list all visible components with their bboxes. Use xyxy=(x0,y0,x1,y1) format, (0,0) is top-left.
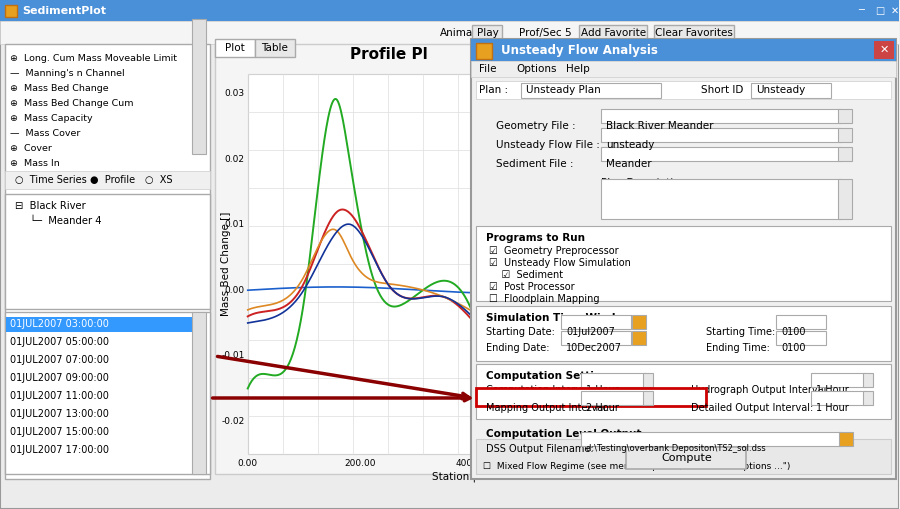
Text: Programs to Run: Programs to Run xyxy=(487,233,586,243)
Text: File: File xyxy=(480,64,497,74)
Text: ✕: ✕ xyxy=(891,6,899,15)
Text: Animate: Animate xyxy=(439,27,483,38)
Text: Simulation Time Window: Simulation Time Window xyxy=(487,313,633,323)
Text: ⊕  Mass Capacity: ⊕ Mass Capacity xyxy=(10,114,93,123)
Text: Station |ft: Station |ft xyxy=(432,472,483,483)
Text: Clear Favorites: Clear Favorites xyxy=(655,27,733,38)
FancyBboxPatch shape xyxy=(476,226,891,301)
Text: Sediment File :: Sediment File : xyxy=(497,159,574,169)
Text: 01JUL2007 09:00:00: 01JUL2007 09:00:00 xyxy=(10,373,109,383)
Text: Computation Level Output: Computation Level Output xyxy=(487,429,642,439)
FancyBboxPatch shape xyxy=(863,373,873,387)
FancyBboxPatch shape xyxy=(5,171,210,189)
Text: Meander: Meander xyxy=(607,159,652,169)
Text: ⊟  Black River: ⊟ Black River xyxy=(15,201,86,211)
FancyBboxPatch shape xyxy=(0,21,899,44)
FancyBboxPatch shape xyxy=(215,44,680,474)
FancyBboxPatch shape xyxy=(581,432,842,446)
Text: 1 Hour: 1 Hour xyxy=(587,385,619,395)
FancyBboxPatch shape xyxy=(215,39,255,57)
FancyBboxPatch shape xyxy=(472,25,502,41)
Text: 01JUL2007 17:00:00: 01JUL2007 17:00:00 xyxy=(10,445,109,455)
Text: ⊕  Mass In: ⊕ Mass In xyxy=(10,159,59,168)
Text: ○  Time Series: ○ Time Series xyxy=(15,175,86,185)
Text: └─  Meander 4: └─ Meander 4 xyxy=(30,216,102,226)
Text: 01JUL2007 13:00:00: 01JUL2007 13:00:00 xyxy=(10,409,109,419)
Text: ☑  Geometry Preprocessor: ☑ Geometry Preprocessor xyxy=(490,246,619,256)
Text: Black River Meander: Black River Meander xyxy=(607,121,714,131)
FancyBboxPatch shape xyxy=(811,373,866,387)
FancyBboxPatch shape xyxy=(476,388,706,406)
Text: Unsteady: Unsteady xyxy=(756,85,806,95)
Text: unsteady: unsteady xyxy=(607,140,654,150)
Text: Ending Time:: Ending Time: xyxy=(706,343,770,353)
FancyBboxPatch shape xyxy=(6,317,194,332)
Text: 10Dec2007: 10Dec2007 xyxy=(566,343,623,353)
FancyBboxPatch shape xyxy=(633,315,646,329)
Text: ⊕  Long. Cum Mass Moveable Limit: ⊕ Long. Cum Mass Moveable Limit xyxy=(10,54,177,63)
FancyBboxPatch shape xyxy=(472,61,896,77)
FancyBboxPatch shape xyxy=(472,39,896,479)
FancyBboxPatch shape xyxy=(5,312,210,474)
Text: 400.00: 400.00 xyxy=(455,459,487,468)
FancyBboxPatch shape xyxy=(626,447,746,469)
Text: Starting Time:: Starting Time: xyxy=(706,327,776,337)
Text: -0.01: -0.01 xyxy=(221,351,245,360)
Text: 01JUL2007 07:00:00: 01JUL2007 07:00:00 xyxy=(10,355,109,365)
FancyBboxPatch shape xyxy=(838,128,852,142)
FancyBboxPatch shape xyxy=(476,364,891,419)
FancyBboxPatch shape xyxy=(644,391,653,405)
Text: ☐  Mixed Flow Regime (see menu: "Options/Mixed Flow Options ..."): ☐ Mixed Flow Regime (see menu: "Options/… xyxy=(483,462,791,471)
Text: 01JUL2007 03:00:00: 01JUL2007 03:00:00 xyxy=(10,319,109,329)
Text: Plan :: Plan : xyxy=(480,85,508,95)
FancyBboxPatch shape xyxy=(581,391,646,405)
FancyBboxPatch shape xyxy=(580,25,647,41)
Text: 1 Hour: 1 Hour xyxy=(816,403,849,413)
Text: DSS Output Filename:: DSS Output Filename: xyxy=(487,444,594,454)
Text: 0100: 0100 xyxy=(781,327,806,337)
FancyBboxPatch shape xyxy=(0,0,899,21)
FancyBboxPatch shape xyxy=(476,43,492,59)
Text: Prof/Sec: Prof/Sec xyxy=(519,27,562,38)
Text: 200.00: 200.00 xyxy=(344,459,375,468)
Text: Profile Pl: Profile Pl xyxy=(349,46,427,62)
FancyBboxPatch shape xyxy=(601,128,842,142)
FancyBboxPatch shape xyxy=(839,432,853,446)
FancyBboxPatch shape xyxy=(776,315,826,329)
Text: 2 Hour: 2 Hour xyxy=(587,403,619,413)
FancyBboxPatch shape xyxy=(521,83,662,98)
FancyBboxPatch shape xyxy=(644,373,653,387)
Text: Computation Interval:: Computation Interval: xyxy=(487,385,594,395)
Text: Unsteady Plan: Unsteady Plan xyxy=(526,85,601,95)
FancyBboxPatch shape xyxy=(5,44,210,479)
Text: Help: Help xyxy=(566,64,590,74)
Text: ─: ─ xyxy=(858,6,864,15)
FancyBboxPatch shape xyxy=(863,391,873,405)
FancyBboxPatch shape xyxy=(192,312,206,474)
Text: ○  XS: ○ XS xyxy=(145,175,172,185)
FancyBboxPatch shape xyxy=(581,373,646,387)
Text: Unsteady Flow File :: Unsteady Flow File : xyxy=(497,140,600,150)
Text: □: □ xyxy=(876,6,885,15)
Text: Short ID: Short ID xyxy=(701,85,743,95)
FancyBboxPatch shape xyxy=(874,41,894,59)
Text: Compute: Compute xyxy=(661,453,712,463)
Text: Detailed Output Interval:: Detailed Output Interval: xyxy=(691,403,814,413)
Text: 0.00: 0.00 xyxy=(225,286,245,295)
Text: Add Favorite: Add Favorite xyxy=(580,27,646,38)
Text: 01JUL2007 11:00:00: 01JUL2007 11:00:00 xyxy=(10,391,109,401)
FancyBboxPatch shape xyxy=(255,39,294,57)
FancyBboxPatch shape xyxy=(776,331,826,345)
FancyBboxPatch shape xyxy=(248,74,667,454)
Text: Unsteady Flow Analysis: Unsteady Flow Analysis xyxy=(501,43,658,56)
FancyBboxPatch shape xyxy=(601,147,842,161)
Text: Ending Date:: Ending Date: xyxy=(487,343,550,353)
Text: ⊕  Mass Bed Change: ⊕ Mass Bed Change xyxy=(10,84,109,93)
Text: 0.02: 0.02 xyxy=(225,155,245,164)
FancyBboxPatch shape xyxy=(838,147,852,161)
Text: 0100: 0100 xyxy=(781,343,806,353)
Text: 0.01: 0.01 xyxy=(225,220,245,229)
Text: 600.00: 600.00 xyxy=(568,459,599,468)
FancyBboxPatch shape xyxy=(654,25,734,41)
